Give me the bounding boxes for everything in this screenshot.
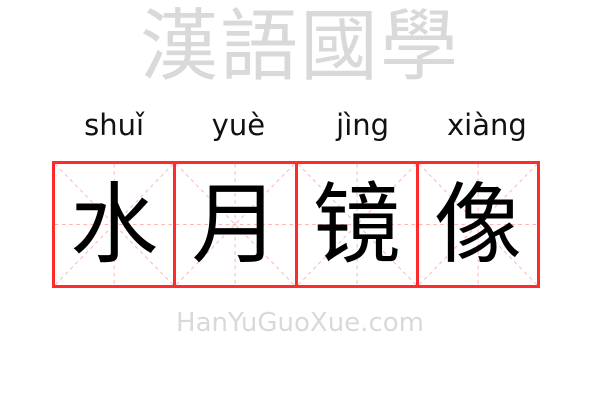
watermark-latin: HanYuGuoXue.com xyxy=(176,308,424,338)
character: 像 xyxy=(433,172,522,276)
character-cell: 像 xyxy=(415,161,540,288)
character-cell: 月 xyxy=(173,161,298,288)
guide-lines xyxy=(55,164,174,285)
pinyin-4: xiàng xyxy=(446,108,527,142)
pinyin-3: jìng xyxy=(336,108,390,142)
character-grid: 水 月 镜 像 xyxy=(52,161,549,288)
watermark-chinese: 漢語國學 xyxy=(139,2,460,92)
character: 镜 xyxy=(312,172,401,276)
character: 月 xyxy=(191,172,280,276)
character: 水 xyxy=(70,172,159,276)
guide-lines xyxy=(176,164,295,285)
pinyin-row: shuǐ yuè jìng xiàng xyxy=(52,108,549,142)
character-cell: 水 xyxy=(52,161,177,288)
guide-lines xyxy=(297,164,416,285)
character-cell: 镜 xyxy=(294,161,419,288)
pinyin-2: yuè xyxy=(211,108,266,142)
pinyin-1: shuǐ xyxy=(84,108,145,142)
guide-lines xyxy=(418,164,537,285)
